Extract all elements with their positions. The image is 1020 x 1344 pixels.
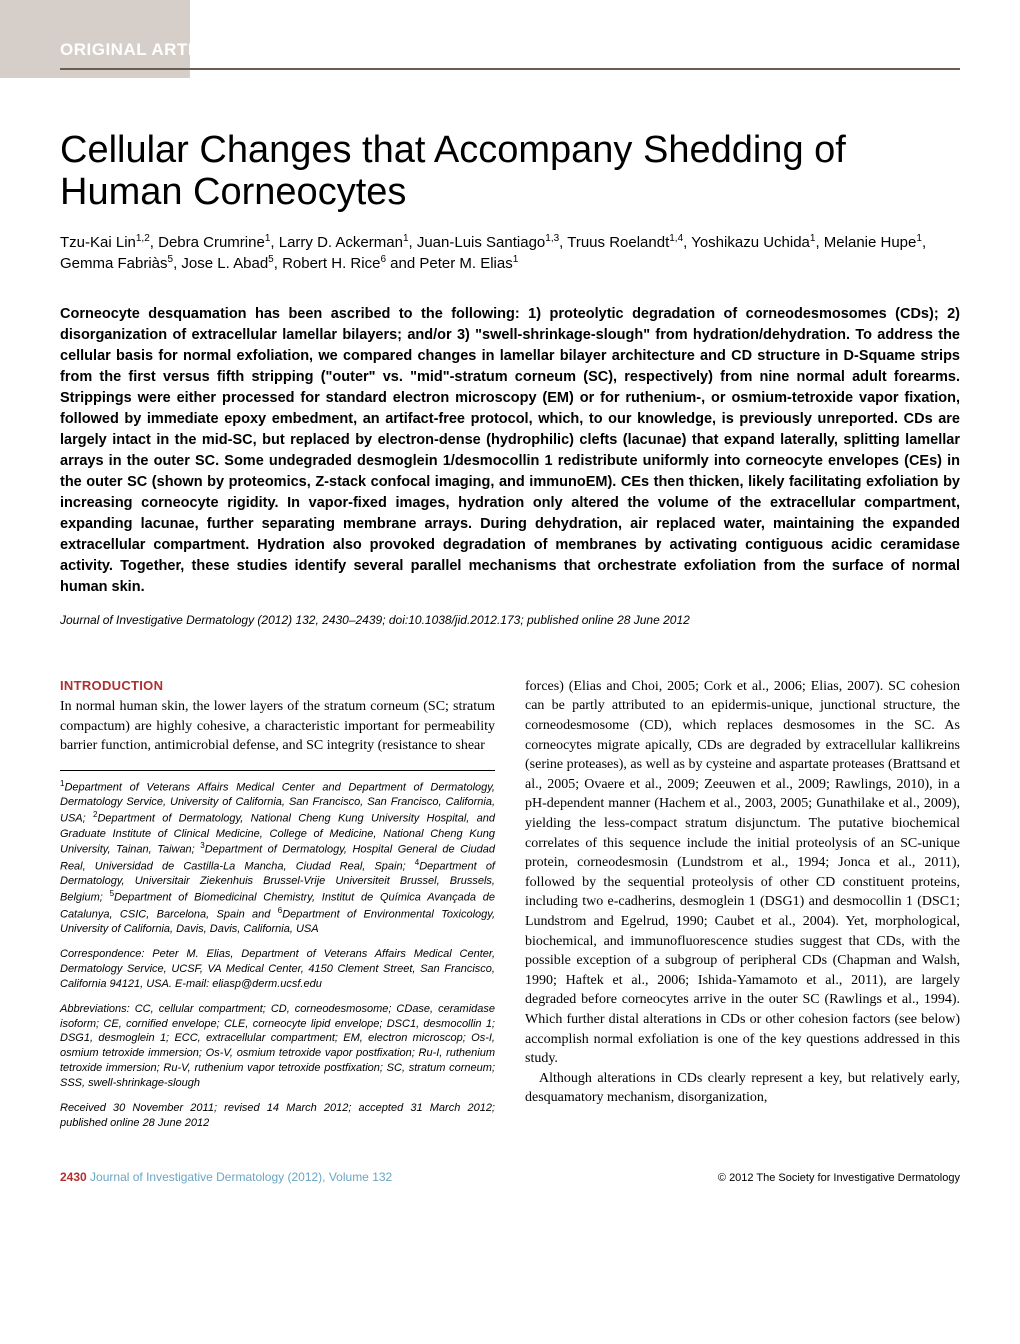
citation-line: Journal of Investigative Dermatology (20…: [60, 613, 960, 627]
article-type-header: ORIGINAL ARTICLE: [60, 0, 960, 70]
body-columns: INTRODUCTION In normal human skin, the l…: [60, 677, 960, 1141]
left-column: INTRODUCTION In normal human skin, the l…: [60, 677, 495, 1141]
intro-paragraph-left: In normal human skin, the lower layers o…: [60, 697, 495, 756]
correspondence: Correspondence: Peter M. Elias, Departme…: [60, 947, 495, 992]
section-heading-introduction: INTRODUCTION: [60, 677, 495, 695]
body-paragraph-1: forces) (Elias and Choi, 2005; Cork et a…: [525, 677, 960, 1069]
footer-left: 2430 Journal of Investigative Dermatolog…: [60, 1170, 392, 1184]
right-column: forces) (Elias and Choi, 2005; Cork et a…: [525, 677, 960, 1141]
footnote-divider: [60, 770, 495, 771]
received-dates: Received 30 November 2011; revised 14 Ma…: [60, 1101, 495, 1131]
abstract-text: Corneocyte desquamation has been ascribe…: [60, 304, 960, 598]
page-number: 2430: [60, 1170, 87, 1184]
body-paragraph-2: Although alterations in CDs clearly repr…: [525, 1069, 960, 1108]
author-list: Tzu-Kai Lin1,2, Debra Crumrine1, Larry D…: [60, 232, 960, 274]
page-footer: 2430 Journal of Investigative Dermatolog…: [60, 1170, 960, 1184]
journal-name: Journal of Investigative Dermatology (20…: [90, 1170, 392, 1184]
article-title: Cellular Changes that Accompany Shedding…: [60, 130, 960, 214]
article-type-label: ORIGINAL ARTICLE: [60, 40, 229, 60]
abbreviations: Abbreviations: CC, cellular compartment;…: [60, 1002, 495, 1091]
footer-copyright: © 2012 The Society for Investigative Der…: [718, 1172, 960, 1184]
page: ORIGINAL ARTICLE Cellular Changes that A…: [0, 0, 1020, 1214]
affiliations: 1Department of Veterans Affairs Medical …: [60, 779, 495, 937]
